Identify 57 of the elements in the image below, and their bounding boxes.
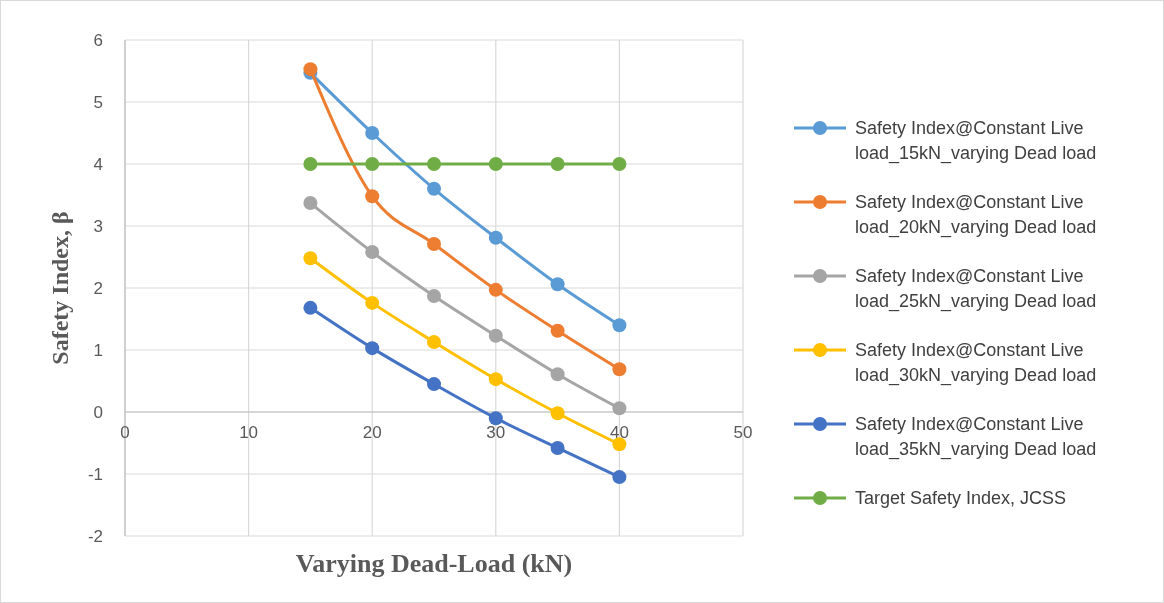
point: [365, 245, 380, 260]
point: [612, 401, 627, 416]
y-tick-label: 5: [93, 92, 103, 112]
point: [365, 189, 380, 204]
point: [427, 236, 441, 251]
y-tick-label: 3: [93, 216, 103, 236]
x-tick-label: 40: [609, 422, 629, 442]
x-tick-label: 20: [362, 422, 382, 442]
point: [488, 411, 503, 426]
y-axis-title: Safety Index, β: [47, 211, 73, 365]
y-tick-label: -2: [87, 526, 103, 546]
x-axis-title: Varying Dead-Load (kN): [295, 549, 573, 578]
point: [550, 277, 565, 292]
point: [612, 362, 627, 377]
point: [488, 157, 503, 171]
y-tick-label: 6: [93, 30, 103, 50]
point: [303, 157, 318, 171]
point: [550, 157, 565, 171]
point: [488, 282, 503, 297]
x-tick-label: 30: [486, 422, 506, 442]
point: [612, 318, 627, 333]
point: [427, 377, 441, 392]
x-tick-label: 10: [239, 422, 259, 442]
point: [550, 367, 565, 382]
point: [303, 251, 318, 266]
y-tick-label: -1: [87, 464, 103, 484]
legend-label: Safety Index@Constant Live load_30kN_varying Dead load: [855, 340, 1097, 387]
y-tick-label: 4: [93, 154, 103, 174]
legend-label: Target Safety Index, JCSS: [855, 488, 1067, 509]
point: [365, 341, 380, 356]
point: [488, 328, 503, 343]
y-tick-label: 2: [93, 278, 103, 298]
point: [488, 372, 503, 387]
point: [303, 300, 318, 315]
x-tick-label: 50: [733, 422, 753, 442]
point: [488, 230, 503, 245]
x-tick-label: 0: [120, 422, 130, 442]
point: [612, 157, 627, 171]
point: [550, 323, 565, 338]
legend-label: Safety Index@Constant Live load_25kN_varying Dead load: [855, 266, 1097, 313]
point: [427, 289, 441, 304]
point: [427, 334, 441, 349]
point: [365, 126, 380, 140]
point: [612, 470, 627, 485]
point: [427, 181, 441, 196]
y-tick-label: 0: [93, 402, 103, 422]
point: [427, 157, 441, 171]
point: [550, 406, 565, 421]
point: [550, 440, 565, 455]
point: [365, 157, 380, 171]
point: [303, 196, 318, 211]
legend-label: Safety Index@Constant Live load_35kN_varying Dead load: [855, 414, 1097, 461]
point: [365, 295, 380, 310]
y-tick-label: 1: [93, 340, 103, 360]
legend-label: Safety Index@Constant Live load_15kN_varying Dead load: [855, 118, 1097, 165]
legend-label: Safety Index@Constant Live load_20kN_varying Dead load: [855, 192, 1097, 239]
point: [612, 437, 627, 452]
